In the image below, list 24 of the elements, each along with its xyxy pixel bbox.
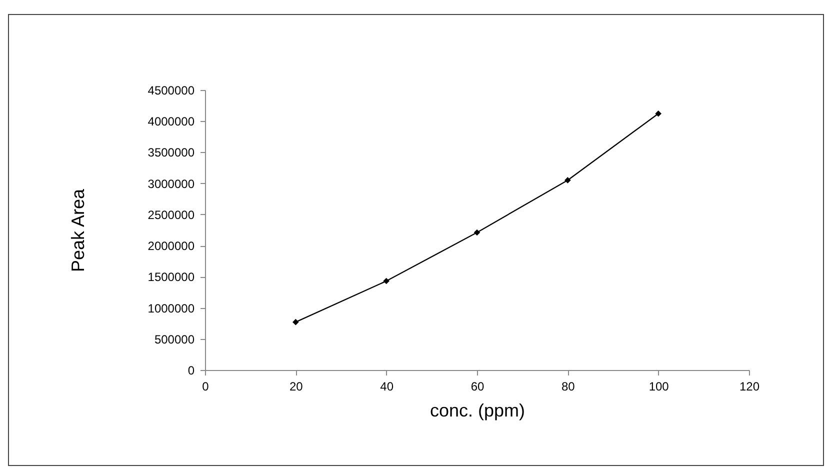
x-tick-label: 100 <box>648 380 670 394</box>
x-tick-label: 80 <box>561 380 576 394</box>
y-tick-label: 4000000 <box>148 114 195 129</box>
x-tick-label: 0 <box>202 380 210 394</box>
y-tick-label: 0 <box>188 364 195 378</box>
point <box>655 110 662 117</box>
y-tick-label: 2500000 <box>148 208 195 222</box>
point <box>383 278 390 284</box>
y-axis-title: Peak Area <box>68 188 88 272</box>
point <box>564 177 571 184</box>
x-tick-label: 60 <box>470 380 484 394</box>
x-tick-label: 20 <box>289 380 304 394</box>
y-tick-label: 2000000 <box>148 239 195 254</box>
y-tick-label: 1000000 <box>148 301 195 316</box>
y-tick-label: 3500000 <box>148 146 195 160</box>
y-tick-label: 4500000 <box>148 84 195 98</box>
point <box>474 229 480 236</box>
y-tick-label: 1500000 <box>148 270 195 284</box>
x-tick-label: 40 <box>380 380 394 394</box>
x-axis-title: conc. (ppm) <box>430 400 526 420</box>
y-tick-label: 500000 <box>154 332 195 346</box>
x-tick-label: 120 <box>739 380 760 394</box>
point <box>292 318 299 326</box>
y-tick-label: 3000000 <box>148 176 195 191</box>
